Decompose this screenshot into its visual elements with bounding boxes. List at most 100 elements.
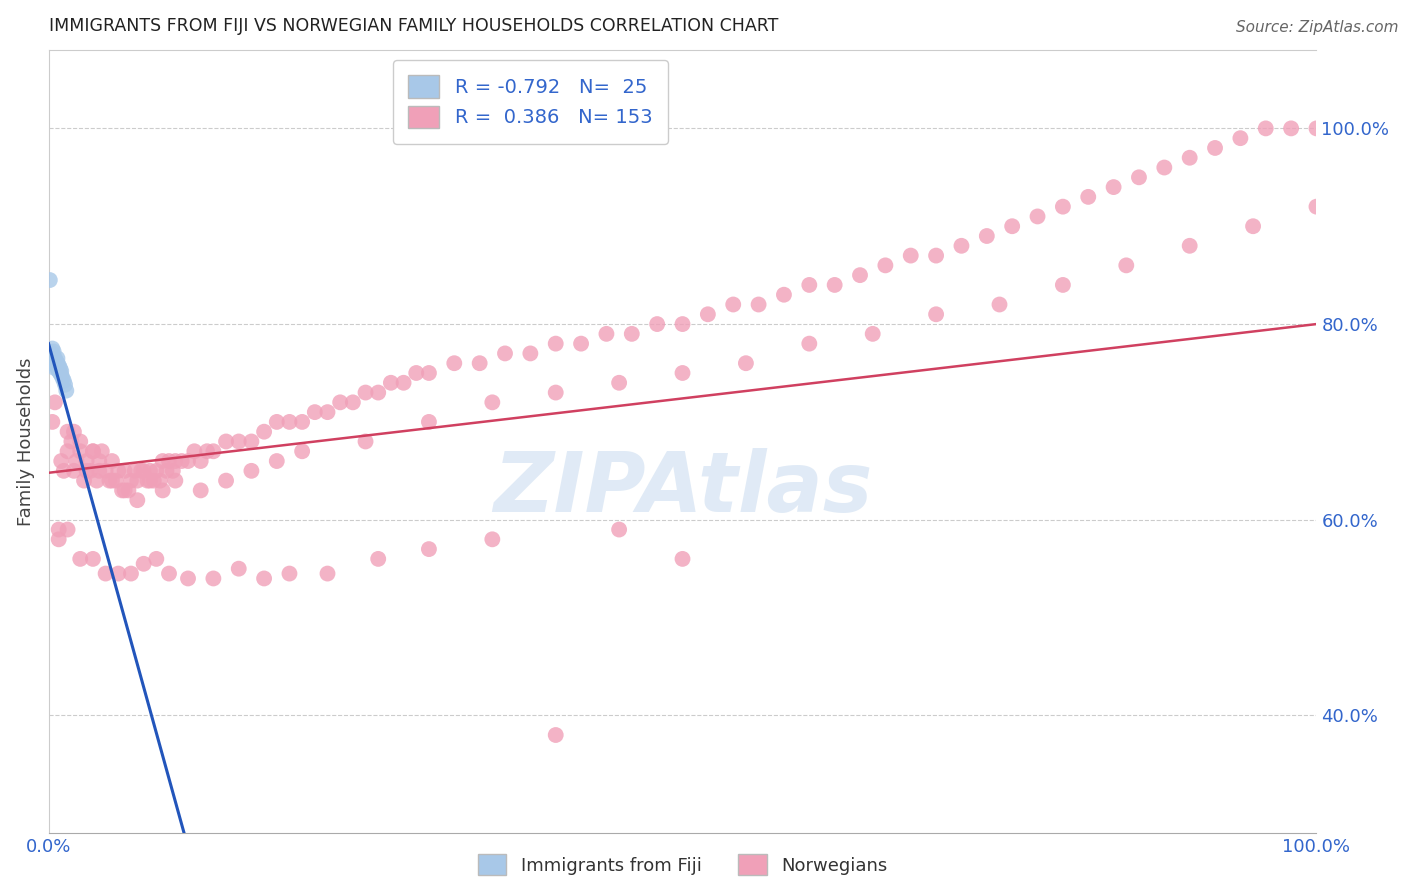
Point	[60, 434, 83, 449]
Point	[266, 415, 288, 429]
Point	[45, 354, 67, 368]
Point	[367, 552, 389, 566]
Point	[190, 454, 212, 468]
Point	[329, 395, 352, 409]
Point	[139, 474, 162, 488]
Point	[129, 464, 152, 478]
Point	[63, 425, 86, 439]
Point	[94, 464, 117, 478]
Point	[1305, 200, 1327, 214]
Text: ZIPAtlas: ZIPAtlas	[494, 448, 872, 529]
Point	[165, 454, 187, 468]
Point	[49, 361, 72, 376]
Point	[53, 377, 76, 392]
Point	[56, 425, 79, 439]
Point	[177, 454, 200, 468]
Point	[145, 552, 167, 566]
Point	[405, 366, 427, 380]
Point	[86, 474, 108, 488]
Legend: Immigrants from Fiji, Norwegians: Immigrants from Fiji, Norwegians	[471, 847, 894, 882]
Point	[46, 361, 69, 376]
Point	[76, 454, 98, 468]
Point	[468, 356, 491, 370]
Point	[418, 415, 440, 429]
Point	[41, 342, 63, 356]
Point	[392, 376, 415, 390]
Point	[1001, 219, 1024, 234]
Point	[569, 336, 592, 351]
Point	[1026, 210, 1049, 224]
Point	[1052, 200, 1074, 214]
Point	[253, 425, 276, 439]
Point	[228, 434, 250, 449]
Point	[51, 454, 73, 468]
Point	[90, 444, 112, 458]
Point	[266, 454, 288, 468]
Point	[195, 444, 218, 458]
Point	[51, 364, 73, 378]
Point	[82, 444, 104, 458]
Point	[48, 533, 70, 547]
Point	[900, 249, 922, 263]
Point	[773, 287, 796, 301]
Point	[170, 454, 193, 468]
Point	[139, 464, 162, 478]
Point	[202, 444, 225, 458]
Point	[354, 385, 377, 400]
Point	[44, 356, 66, 370]
Point	[190, 483, 212, 498]
Point	[157, 566, 180, 581]
Point	[202, 571, 225, 585]
Point	[45, 358, 67, 372]
Point	[291, 444, 314, 458]
Point	[69, 552, 91, 566]
Point	[56, 444, 79, 458]
Point	[94, 566, 117, 581]
Point	[875, 258, 897, 272]
Point	[107, 566, 129, 581]
Point	[155, 464, 177, 478]
Point	[98, 474, 121, 488]
Point	[183, 444, 205, 458]
Point	[44, 395, 66, 409]
Point	[89, 454, 111, 468]
Point	[114, 483, 136, 498]
Point	[316, 566, 339, 581]
Point	[215, 474, 238, 488]
Text: Source: ZipAtlas.com: Source: ZipAtlas.com	[1236, 20, 1399, 35]
Point	[51, 371, 73, 385]
Point	[117, 483, 139, 498]
Point	[52, 464, 75, 478]
Point	[544, 336, 567, 351]
Point	[48, 358, 70, 372]
Point	[127, 493, 149, 508]
Point	[748, 297, 770, 311]
Point	[316, 405, 339, 419]
Point	[52, 374, 75, 388]
Point	[63, 464, 86, 478]
Point	[544, 728, 567, 742]
Point	[824, 277, 846, 292]
Point	[152, 454, 174, 468]
Point	[1254, 121, 1277, 136]
Point	[291, 415, 314, 429]
Point	[124, 464, 146, 478]
Point	[671, 552, 693, 566]
Point	[481, 533, 503, 547]
Point	[101, 454, 124, 468]
Point	[132, 464, 155, 478]
Point	[48, 364, 70, 378]
Point	[1305, 121, 1327, 136]
Point	[696, 307, 718, 321]
Point	[418, 542, 440, 557]
Point	[41, 415, 63, 429]
Point	[925, 249, 948, 263]
Point	[1052, 277, 1074, 292]
Text: IMMIGRANTS FROM FIJI VS NORWEGIAN FAMILY HOUSEHOLDS CORRELATION CHART: IMMIGRANTS FROM FIJI VS NORWEGIAN FAMILY…	[49, 17, 778, 35]
Point	[240, 434, 263, 449]
Point	[735, 356, 758, 370]
Point	[46, 351, 69, 366]
Point	[228, 562, 250, 576]
Point	[950, 239, 973, 253]
Point	[253, 571, 276, 585]
